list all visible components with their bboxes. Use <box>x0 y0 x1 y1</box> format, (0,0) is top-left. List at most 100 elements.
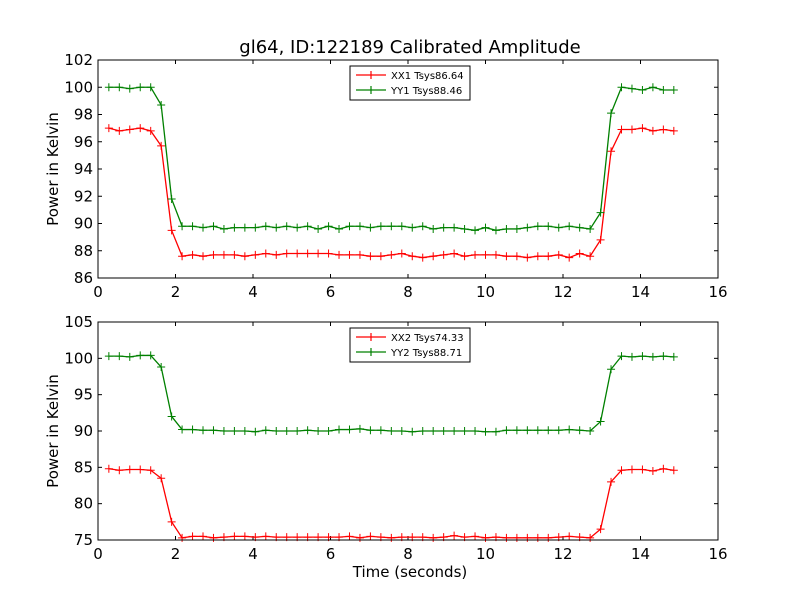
data-point <box>125 465 134 474</box>
data-point <box>209 533 218 542</box>
y-tick-label: 96 <box>74 133 93 151</box>
data-point <box>523 223 532 232</box>
data-point <box>617 352 626 361</box>
data-point <box>502 252 511 261</box>
x-tick-label: 12 <box>553 545 572 563</box>
data-point <box>397 427 406 435</box>
y-tick-label: 85 <box>74 458 93 476</box>
series-line-YY1 <box>108 86 674 231</box>
data-point <box>638 124 647 133</box>
data-point <box>502 426 511 435</box>
y-tick-label: 100 <box>64 349 93 367</box>
x-tick-label: 4 <box>248 283 258 301</box>
data-point <box>146 466 155 475</box>
legend-label: YY2 Tsys88.71 <box>390 348 462 359</box>
x-tick-label: 8 <box>403 545 413 563</box>
data-point <box>188 532 197 541</box>
data-point <box>648 466 657 475</box>
y-tick-label: 92 <box>74 187 93 205</box>
x-tick-label: 2 <box>171 283 181 301</box>
data-point <box>261 426 270 435</box>
data-point <box>617 125 626 134</box>
data-point <box>418 222 427 231</box>
data-point <box>136 124 145 133</box>
data-point <box>554 250 563 259</box>
data-point <box>115 83 124 92</box>
data-point <box>146 351 155 360</box>
data-point <box>638 465 647 474</box>
data-point <box>209 222 218 231</box>
data-point <box>240 427 249 435</box>
data-point <box>460 427 469 435</box>
data-point <box>167 194 176 203</box>
x-tick-label: 10 <box>476 283 495 301</box>
data-point <box>240 532 249 541</box>
data-point <box>439 250 448 259</box>
data-point <box>565 425 574 434</box>
data-point <box>199 532 208 541</box>
data-point <box>125 352 134 361</box>
data-point <box>617 466 626 475</box>
series-line-XX1 <box>108 127 674 259</box>
data-point <box>439 223 448 232</box>
data-point <box>366 223 375 232</box>
data-point <box>627 352 636 361</box>
data-point <box>219 250 228 259</box>
data-point <box>230 250 239 259</box>
axes-frame <box>97 321 719 541</box>
data-point <box>669 466 678 475</box>
data-point <box>471 427 480 435</box>
data-point <box>376 426 385 435</box>
data-point <box>251 427 260 436</box>
x-axis-label: Time (seconds) <box>352 563 468 581</box>
data-point <box>335 224 344 233</box>
data-point <box>146 126 155 135</box>
data-point <box>366 426 375 435</box>
legend: XX1 Tsys86.64 YY1 Tsys88.46 <box>349 65 471 101</box>
x-tick-label: 10 <box>476 545 495 563</box>
y-tick-label: 105 <box>64 313 93 331</box>
data-point <box>491 427 500 436</box>
data-point <box>575 223 584 232</box>
x-tick-label: 2 <box>171 545 181 563</box>
data-point <box>544 222 553 231</box>
data-point <box>575 426 584 435</box>
data-point <box>199 223 208 232</box>
data-point <box>199 426 208 435</box>
legend-marker <box>356 348 386 356</box>
data-point <box>429 252 438 261</box>
data-point <box>669 352 678 361</box>
data-point <box>481 427 490 436</box>
data-point <box>659 85 668 94</box>
data-point <box>460 224 469 233</box>
data-point <box>272 250 281 259</box>
data-point <box>167 517 176 526</box>
data-point <box>219 224 228 233</box>
data-point <box>512 533 521 542</box>
data-point <box>240 252 249 261</box>
data-point <box>230 532 239 541</box>
data-point <box>418 427 427 435</box>
data-point <box>627 125 636 134</box>
data-point <box>408 427 417 436</box>
data-point <box>104 83 113 92</box>
data-point <box>272 427 281 435</box>
data-point <box>376 222 385 231</box>
data-point <box>502 224 511 233</box>
data-point <box>167 226 176 235</box>
axes-frame <box>97 59 719 279</box>
data-point <box>136 351 145 360</box>
data-point <box>450 427 459 435</box>
data-point <box>157 474 166 483</box>
x-tick-label: 14 <box>631 283 650 301</box>
data-point <box>282 222 291 231</box>
data-point <box>230 427 239 435</box>
data-point <box>523 253 532 262</box>
x-tick-label: 0 <box>93 283 103 301</box>
data-point <box>596 208 605 217</box>
data-point <box>188 250 197 259</box>
data-point <box>324 249 333 258</box>
data-point <box>293 427 302 435</box>
data-point <box>648 83 657 92</box>
data-point <box>261 249 270 258</box>
